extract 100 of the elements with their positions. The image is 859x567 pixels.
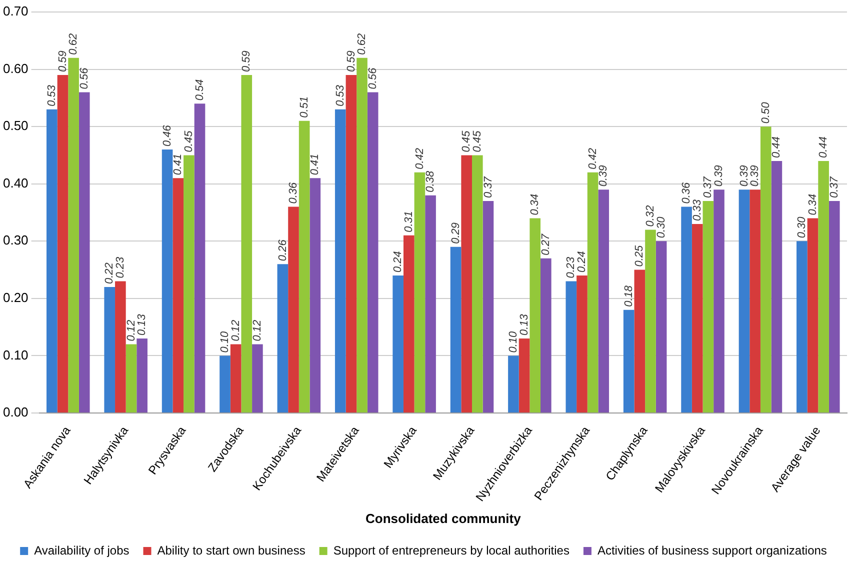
data-label: 0.33 xyxy=(691,198,704,221)
data-label: 0.36 xyxy=(288,181,300,204)
data-label: 0.56 xyxy=(78,66,90,90)
data-label: 0.44 xyxy=(770,136,783,158)
x-axis-title: Consolidated community xyxy=(366,510,522,526)
bar xyxy=(356,58,368,413)
bar xyxy=(194,104,206,413)
bar xyxy=(310,178,321,413)
bar xyxy=(403,235,414,413)
bar xyxy=(115,281,126,413)
data-label: 0.41 xyxy=(309,154,322,176)
data-label: 0.34 xyxy=(806,194,819,216)
data-label: 0.54 xyxy=(194,79,206,101)
bar xyxy=(136,338,148,413)
data-label: 0.13 xyxy=(518,313,530,336)
legend-label: Availability of jobs xyxy=(34,543,130,558)
bar xyxy=(508,356,519,413)
data-label: 0.59 xyxy=(345,50,358,72)
data-label: 0.37 xyxy=(828,176,840,198)
bar xyxy=(414,172,426,413)
bar xyxy=(57,75,68,413)
data-label: 0.44 xyxy=(818,136,830,158)
data-label: 0.56 xyxy=(366,66,379,90)
data-label: 0.10 xyxy=(508,330,520,353)
data-label: 0.62 xyxy=(68,33,80,55)
data-label: 0.39 xyxy=(749,165,762,187)
bar xyxy=(818,160,829,413)
data-label: 0.24 xyxy=(576,251,588,273)
data-label: 0.24 xyxy=(392,251,404,273)
bar xyxy=(702,201,714,413)
data-label: 0.59 xyxy=(56,50,69,72)
data-label: 0.10 xyxy=(219,330,232,353)
bar xyxy=(78,92,90,413)
data-label: 0.23 xyxy=(114,256,126,278)
data-label: 0.45 xyxy=(471,130,484,152)
y-tick-label: 0.50 xyxy=(2,118,28,134)
bar xyxy=(367,92,378,413)
y-tick-label: 0.20 xyxy=(2,290,28,306)
data-label: 0.36 xyxy=(680,181,693,204)
bar xyxy=(530,218,541,413)
bar xyxy=(252,344,263,413)
y-tick-label: 0.70 xyxy=(2,4,28,19)
data-label: 0.34 xyxy=(529,194,542,216)
bar xyxy=(738,190,750,413)
bar xyxy=(126,344,137,413)
data-label: 0.39 xyxy=(713,165,726,187)
data-label: 0.51 xyxy=(298,96,310,118)
bar xyxy=(807,218,818,413)
data-label: 0.31 xyxy=(402,211,415,232)
bar xyxy=(184,155,194,413)
data-label: 0.45 xyxy=(460,130,473,152)
data-label: 0.53 xyxy=(334,84,346,106)
data-label: 0.38 xyxy=(424,170,437,192)
bar xyxy=(162,149,173,413)
bar xyxy=(540,258,552,413)
data-label: 0.41 xyxy=(172,154,184,176)
bar xyxy=(241,75,252,413)
data-label: 0.18 xyxy=(622,284,635,307)
data-label: 0.53 xyxy=(46,84,58,106)
data-label: 0.23 xyxy=(565,256,578,278)
data-label: 0.50 xyxy=(760,101,772,124)
bar xyxy=(796,241,808,413)
data-label: 0.30 xyxy=(655,216,668,238)
bar xyxy=(172,178,184,413)
legend-label: Support of entrepreneurs by local authorities xyxy=(333,543,570,558)
bar xyxy=(566,281,577,413)
bar xyxy=(714,190,724,413)
bar xyxy=(346,75,357,413)
legend-label: Activities of business support organizations xyxy=(597,543,827,558)
bar xyxy=(598,190,610,413)
data-label: 0.29 xyxy=(450,222,462,244)
bar xyxy=(587,172,598,413)
data-label: 0.13 xyxy=(136,313,148,336)
bar xyxy=(277,264,288,413)
bar xyxy=(425,195,436,413)
bar xyxy=(634,270,646,413)
bar xyxy=(392,276,404,413)
bar xyxy=(645,230,656,413)
y-tick-label: 0.10 xyxy=(2,347,28,362)
legend-label: Ability to start own business xyxy=(157,543,306,558)
bar xyxy=(518,338,530,413)
bar xyxy=(576,276,588,413)
data-label: 0.42 xyxy=(586,148,599,170)
data-label: 0.59 xyxy=(240,50,253,72)
bar xyxy=(220,356,230,413)
bar xyxy=(68,58,79,413)
bar xyxy=(750,190,760,413)
data-label: 0.25 xyxy=(634,244,646,267)
bar xyxy=(461,155,472,413)
bar xyxy=(482,201,494,413)
data-label: 0.37 xyxy=(482,176,494,198)
y-tick-label: 0.30 xyxy=(2,232,28,248)
bar xyxy=(104,286,116,413)
bar xyxy=(760,126,772,413)
data-label: 0.45 xyxy=(183,130,196,152)
data-label: 0.37 xyxy=(702,176,714,198)
bar xyxy=(656,241,667,413)
y-tick-label: 0.40 xyxy=(2,175,28,190)
data-label: 0.39 xyxy=(738,165,750,187)
data-label: 0.62 xyxy=(356,33,368,55)
